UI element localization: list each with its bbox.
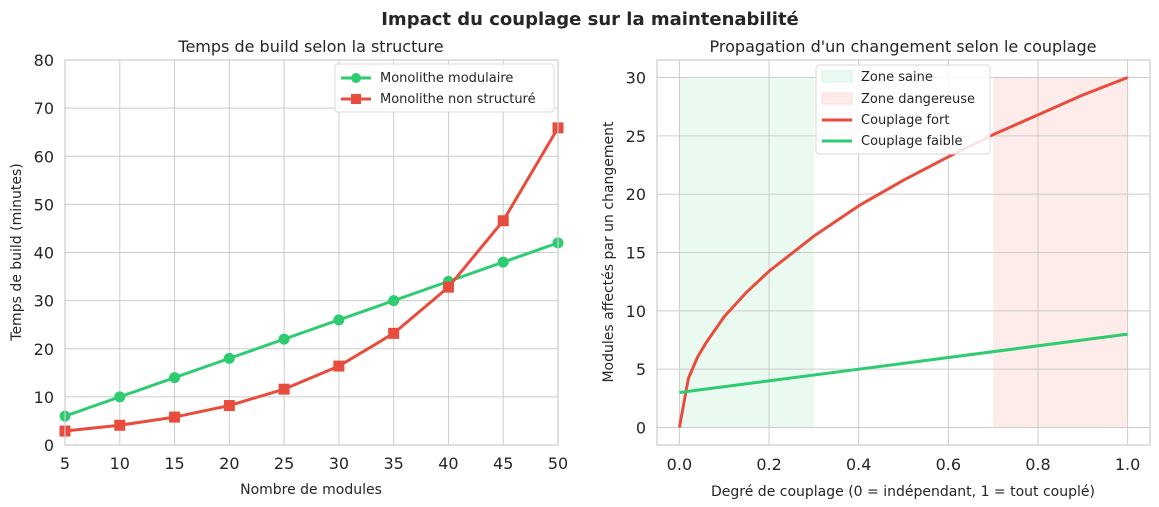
propagation-x-tick-label: 1.0 bbox=[1115, 455, 1140, 474]
legend-swatch-zone-dangereuse bbox=[821, 92, 853, 105]
build-point-1 bbox=[114, 419, 126, 431]
build-x-tick-label: 10 bbox=[110, 454, 130, 473]
build-point-1 bbox=[278, 383, 290, 395]
build-point-0 bbox=[333, 314, 345, 326]
build-point-0 bbox=[114, 391, 126, 403]
build-chart-ylabel: Temps de build (minutes) bbox=[9, 163, 25, 341]
propagation-y-tick-label: 15 bbox=[626, 244, 646, 263]
propagation-x-tick-label: 0.0 bbox=[667, 455, 692, 474]
legend-marker-non-structure bbox=[351, 94, 361, 104]
build-point-0 bbox=[497, 256, 509, 268]
propagation-x-tick-label: 0.8 bbox=[1025, 455, 1050, 474]
propagation-chart-title: Propagation d'un changement selon le cou… bbox=[710, 37, 1097, 56]
build-x-tick-label: 50 bbox=[548, 454, 568, 473]
legend-marker-modulaire bbox=[351, 73, 361, 83]
propagation-y-tick-label: 10 bbox=[626, 302, 646, 321]
propagation-series-line-0 bbox=[677, 76, 1129, 428]
build-x-tick-label: 25 bbox=[274, 454, 294, 473]
build-x-tick-label: 40 bbox=[438, 454, 458, 473]
build-y-tick-label: 0 bbox=[44, 436, 54, 455]
propagation-y-tick-label: 20 bbox=[626, 185, 646, 204]
propagation-y-tick-label: 0 bbox=[636, 419, 646, 438]
build-time-chart: Temps de build selon la structure 5 10 15 2… bbox=[9, 37, 568, 498]
build-y-tick-label: 10 bbox=[34, 388, 54, 407]
build-chart-xlabel: Nombre de modules bbox=[240, 482, 382, 498]
build-point-1 bbox=[497, 215, 509, 227]
build-x-tick-label: 20 bbox=[219, 454, 239, 473]
propagation-chart-frame bbox=[656, 59, 1151, 446]
build-point-0 bbox=[223, 352, 235, 364]
legend-label-zone-dangereuse: Zone dangereuse bbox=[861, 92, 975, 107]
build-series-line-0 bbox=[64, 241, 559, 418]
build-chart-title: Temps de build selon la structure bbox=[177, 37, 443, 56]
build-point-1 bbox=[169, 411, 181, 423]
build-x-tick-label: 15 bbox=[164, 454, 184, 473]
build-series-line-1 bbox=[64, 127, 560, 433]
build-y-tick-label: 80 bbox=[34, 51, 54, 70]
legend-label-modulaire: Monolithe modulaire bbox=[380, 71, 513, 86]
propagation-chart-ylabel: Modules affectés par un changement bbox=[601, 121, 617, 383]
legend-label-couplage-fort: Couplage fort bbox=[861, 113, 949, 128]
build-chart-frame bbox=[64, 59, 559, 446]
build-y-tick-label: 20 bbox=[34, 340, 54, 359]
propagation-y-tick-label: 25 bbox=[626, 127, 646, 146]
build-point-1 bbox=[388, 327, 400, 339]
propagation-chart: Propagation d'un changement selon le cou… bbox=[601, 37, 1151, 500]
legend-swatch-zone-saine bbox=[821, 70, 853, 83]
build-point-0 bbox=[169, 372, 181, 384]
propagation-chart-legend: Zone saine Zone dangereuse Couplage fort… bbox=[815, 64, 991, 155]
propagation-x-tick-label: 0.6 bbox=[936, 455, 961, 474]
legend-label-zone-saine: Zone saine bbox=[861, 70, 933, 85]
build-x-tick-label: 35 bbox=[383, 454, 403, 473]
propagation-chart-xlabel: Degré de couplage (0 = indépendant, 1 = … bbox=[711, 484, 1095, 500]
build-y-tick-label: 60 bbox=[34, 147, 54, 166]
build-chart-legend: Monolithe modulaire Monolithe non struct… bbox=[334, 63, 555, 113]
figure-title: Impact du couplage sur la maintenabilité bbox=[381, 9, 799, 30]
legend-label-couplage-faible: Couplage faible bbox=[861, 134, 963, 149]
propagation-series-line-1 bbox=[679, 332, 1128, 394]
build-point-1 bbox=[333, 360, 345, 372]
propagation-y-tick-label: 5 bbox=[636, 360, 646, 379]
build-point-1 bbox=[223, 400, 235, 412]
build-point-1 bbox=[442, 281, 454, 293]
build-x-tick-label: 30 bbox=[329, 454, 349, 473]
build-point-0 bbox=[388, 295, 400, 307]
propagation-x-tick-label: 0.2 bbox=[756, 455, 781, 474]
build-y-tick-label: 30 bbox=[34, 292, 54, 311]
propagation-x-tick-label: 0.4 bbox=[846, 455, 871, 474]
legend-label-non-structure: Monolithe non structuré bbox=[380, 92, 536, 107]
build-y-tick-label: 40 bbox=[34, 244, 54, 263]
propagation-y-tick-label: 30 bbox=[626, 69, 646, 88]
build-x-tick-label: 5 bbox=[60, 454, 70, 473]
build-y-tick-label: 50 bbox=[34, 195, 54, 214]
build-point-0 bbox=[278, 333, 290, 345]
build-y-tick-label: 70 bbox=[34, 99, 54, 118]
build-x-tick-label: 45 bbox=[493, 454, 513, 473]
